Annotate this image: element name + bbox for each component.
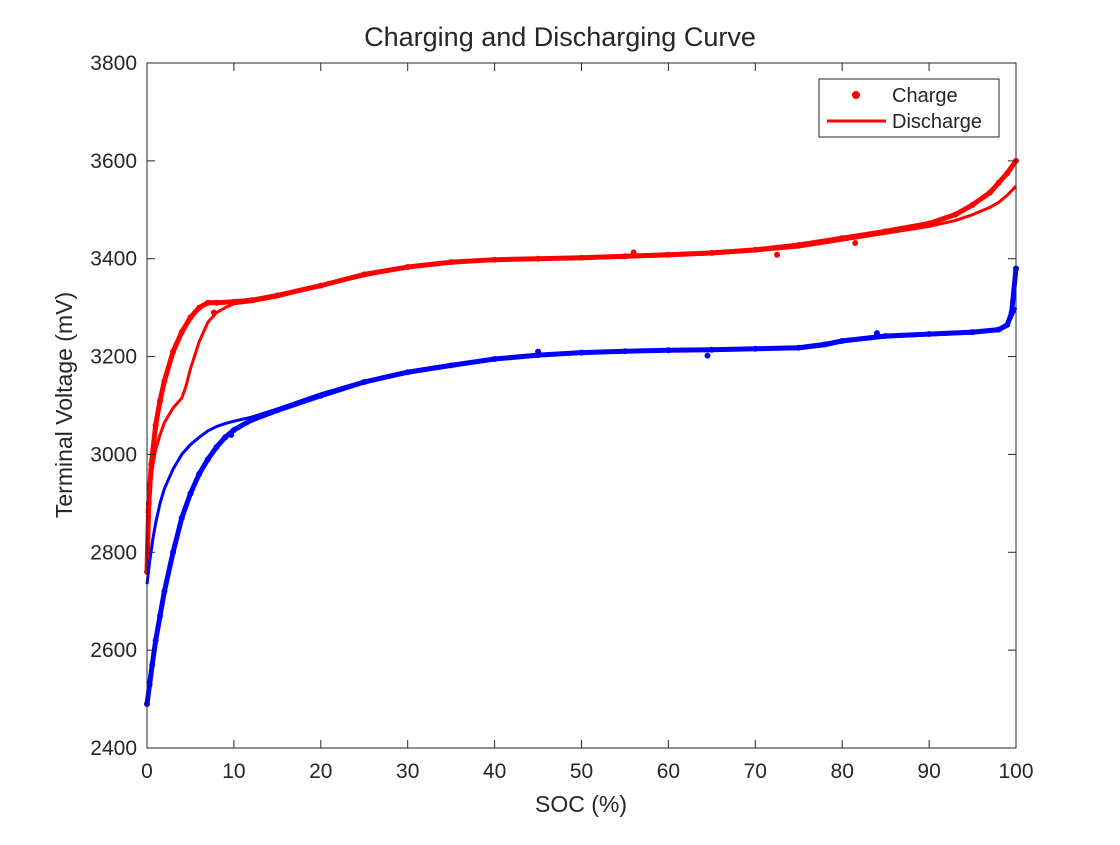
series-point-blue-markers <box>204 456 211 463</box>
series-point-blue-markers <box>187 490 194 497</box>
series-point-red-markers <box>995 179 1002 186</box>
x-tick-label: 10 <box>222 760 245 783</box>
legend-discharge-label: Discharge <box>892 111 982 133</box>
outlier-point-blue <box>873 330 880 337</box>
series-point-blue-markers <box>196 471 203 477</box>
x-tick-label: 90 <box>917 760 940 783</box>
plot-area <box>147 63 1016 748</box>
series-point-red-markers <box>213 299 220 306</box>
series-point-blue-markers <box>157 612 164 619</box>
series-point-blue-markers <box>149 661 156 668</box>
y-tick-label: 3400 <box>90 248 137 271</box>
series-point-blue-markers <box>178 515 185 522</box>
x-tick-label: 70 <box>744 760 767 783</box>
x-tick-label: 30 <box>396 760 419 783</box>
x-tick-label: 80 <box>831 760 854 783</box>
series-point-blue-markers <box>230 426 237 433</box>
y-axis-label: Terminal Voltage (mV) <box>51 292 77 518</box>
series-point-red-markers <box>1004 170 1011 177</box>
series-point-blue-markers <box>170 549 177 556</box>
series-point-blue-markers <box>222 434 229 441</box>
x-tick-label: 0 <box>141 760 153 783</box>
outlier-point-blue <box>228 431 235 438</box>
series-point-red-markers <box>969 201 976 208</box>
legend-charge-label: Charge <box>892 85 958 107</box>
series-point-blue-markers <box>152 637 159 644</box>
y-tick-label: 2600 <box>90 639 137 662</box>
x-axis-label: SOC (%) <box>535 791 627 817</box>
y-tick-label: 3600 <box>90 150 137 173</box>
series-point-red-markers <box>204 299 211 306</box>
y-axis-ticks: 2400 2600 2800 3000 3200 3400 3600 3800 <box>90 52 1016 760</box>
series-point-red-markers <box>157 397 164 404</box>
chart-title: Charging and Discharging Curve <box>364 22 756 52</box>
series-point-red-markers <box>196 304 203 311</box>
y-tick-label: 3000 <box>90 443 137 466</box>
outlier-point-red <box>630 249 637 256</box>
x-axis-ticks: 0 10 20 30 40 50 60 70 80 90 100 <box>141 63 1034 783</box>
series-point-blue-markers <box>161 588 168 595</box>
outlier-point-blue <box>704 352 711 359</box>
y-tick-label: 3800 <box>90 52 137 75</box>
outlier-point-red <box>210 309 217 316</box>
series-point-red-markers <box>986 189 993 196</box>
series-point-red-markers <box>187 314 194 321</box>
x-tick-label: 100 <box>998 760 1033 783</box>
series-point-blue-markers <box>213 444 220 451</box>
series-point-red-markers <box>152 422 159 429</box>
y-tick-label: 3200 <box>90 346 137 369</box>
x-tick-label: 40 <box>483 760 506 783</box>
x-tick-label: 20 <box>309 760 332 783</box>
y-tick-label: 2400 <box>90 737 137 760</box>
outlier-point-blue <box>535 348 542 355</box>
y-tick-label: 2800 <box>90 541 137 564</box>
legend-box <box>818 78 1000 138</box>
x-tick-label: 50 <box>570 760 593 783</box>
outlier-point-red <box>774 251 781 258</box>
series-point-blue-markers <box>146 681 153 688</box>
outlier-point-red <box>852 240 859 247</box>
series-point-red-markers <box>170 348 177 355</box>
legend: Charge Discharge <box>818 78 1000 138</box>
series-point-red-markers <box>161 378 168 385</box>
series-point-red-markers <box>952 211 959 218</box>
x-tick-label: 60 <box>657 760 680 783</box>
series-line-blue-line <box>145 307 1018 585</box>
series-line-red-line <box>145 185 1018 514</box>
legend-charge-marker <box>852 91 860 99</box>
series-point-red-markers <box>178 329 185 336</box>
